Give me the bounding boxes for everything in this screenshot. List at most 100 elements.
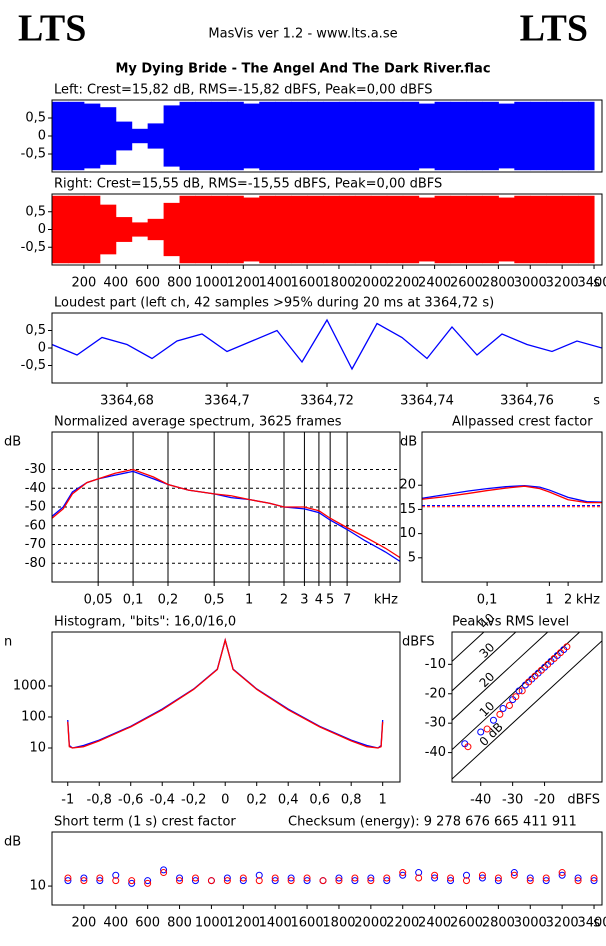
crest-label: 10	[477, 699, 498, 720]
point	[176, 877, 184, 885]
waveform-segment	[482, 101, 499, 171]
annotation: Checksum (energy): 9 278 676 665 411 911	[288, 815, 577, 830]
point	[558, 871, 566, 879]
x-tick-label: 2200	[386, 916, 419, 931]
point	[80, 874, 88, 882]
x-tick-label: 2200	[386, 276, 419, 291]
y-tick-label: 0	[38, 341, 46, 356]
x-tick-label: 0,1	[123, 593, 144, 608]
point	[525, 678, 533, 686]
x-tick-label: 200	[71, 276, 96, 291]
y-tick-label: 0	[38, 129, 46, 144]
x-tick-label: 3400	[577, 276, 606, 291]
x-tick-label: 4	[315, 593, 323, 608]
waveform-segment	[546, 195, 563, 264]
x-tick-label: 0,05	[84, 593, 113, 608]
panel-title: Peak vs RMS level	[452, 615, 569, 630]
waveform-segment	[514, 101, 531, 171]
waveform-segment	[131, 128, 149, 144]
waveform-segment	[275, 195, 292, 264]
point	[590, 874, 598, 882]
x-tick-label: 0	[221, 793, 229, 808]
y-tick-label: 0	[38, 222, 46, 237]
y-tick-label: -30	[25, 462, 46, 477]
point	[319, 877, 327, 885]
x-tick-label: 400	[103, 916, 128, 931]
x-tick-label: -0,6	[118, 793, 143, 808]
point	[537, 666, 545, 674]
x-tick-label: 2800	[482, 276, 515, 291]
x-tick-label: -20	[534, 793, 555, 808]
x-tick-label: 2	[564, 593, 572, 608]
point	[447, 877, 455, 885]
x-tick-label: 3000	[514, 916, 547, 931]
x-tick-label: -0,2	[181, 793, 206, 808]
waveform-segment	[227, 195, 244, 264]
x-tick-label: 800	[167, 276, 192, 291]
point	[558, 869, 566, 877]
waveform-segment	[115, 121, 133, 151]
waveform-segment	[562, 101, 579, 171]
point	[574, 874, 582, 882]
y-tick-label: -80	[25, 556, 46, 571]
waveform-segment	[147, 123, 165, 149]
plot-frame	[421, 431, 603, 583]
logo: LTS	[520, 8, 588, 50]
waveform-segment	[402, 195, 420, 264]
point	[415, 869, 423, 877]
x-tick-label: 1800	[322, 916, 355, 931]
file-title: My Dying Bride - The Angel And The Dark …	[115, 62, 490, 77]
point	[191, 877, 199, 885]
waveform-segment	[434, 101, 452, 171]
waveform-segment	[307, 195, 324, 264]
point	[383, 877, 391, 885]
point	[518, 687, 526, 695]
app-name: MasVis ver 1.2 - www.lts.a.se	[208, 27, 397, 42]
waveform-segment	[83, 195, 101, 264]
x-tick-label: 2000	[354, 276, 387, 291]
panel-title: Allpassed crest factor	[452, 415, 593, 430]
y-tick-label: -40	[425, 745, 446, 760]
waveform-segment	[179, 195, 196, 264]
x-tick-label: 1600	[291, 276, 324, 291]
waveform-segment	[386, 195, 404, 264]
waveform-segment	[370, 195, 388, 264]
point	[112, 871, 120, 879]
series-line	[67, 637, 384, 749]
x-tick-label: 1	[245, 593, 253, 608]
waveform-segment	[418, 103, 436, 169]
x-tick-label: 1000	[195, 916, 228, 931]
point	[496, 710, 504, 718]
point	[303, 874, 311, 882]
y-tick-label: 0,5	[25, 323, 46, 338]
x-tick-label: 2600	[450, 276, 483, 291]
waveform-segment	[131, 222, 149, 237]
x-tick-label: 0,8	[341, 793, 362, 808]
waveform-segment	[498, 103, 515, 169]
point	[499, 704, 507, 712]
point	[239, 874, 247, 882]
crest-label: 30	[477, 640, 498, 661]
waveform-segment	[418, 197, 436, 262]
x-tick-label: 3364,7	[204, 394, 250, 409]
point	[351, 874, 359, 882]
point	[526, 877, 534, 885]
x-tick-label: 3000	[514, 276, 547, 291]
waveform-segment	[498, 197, 515, 262]
point	[255, 877, 263, 885]
y-tick-label: -20	[425, 686, 446, 701]
y-axis-label: dB	[400, 435, 417, 450]
y-axis-label: n	[4, 635, 12, 650]
point	[505, 702, 513, 710]
point	[494, 874, 502, 882]
x-tick-label: 600	[135, 916, 160, 931]
x-tick-label: 1800	[322, 276, 355, 291]
waveform-segment	[195, 195, 212, 264]
point	[160, 866, 168, 874]
waveform-segment	[562, 195, 579, 264]
point	[512, 693, 520, 701]
y-tick-label: 10	[29, 879, 46, 894]
x-tick-label: 600	[135, 276, 160, 291]
panel-title: Histogram, "bits": 16,0/16,0	[54, 615, 236, 630]
